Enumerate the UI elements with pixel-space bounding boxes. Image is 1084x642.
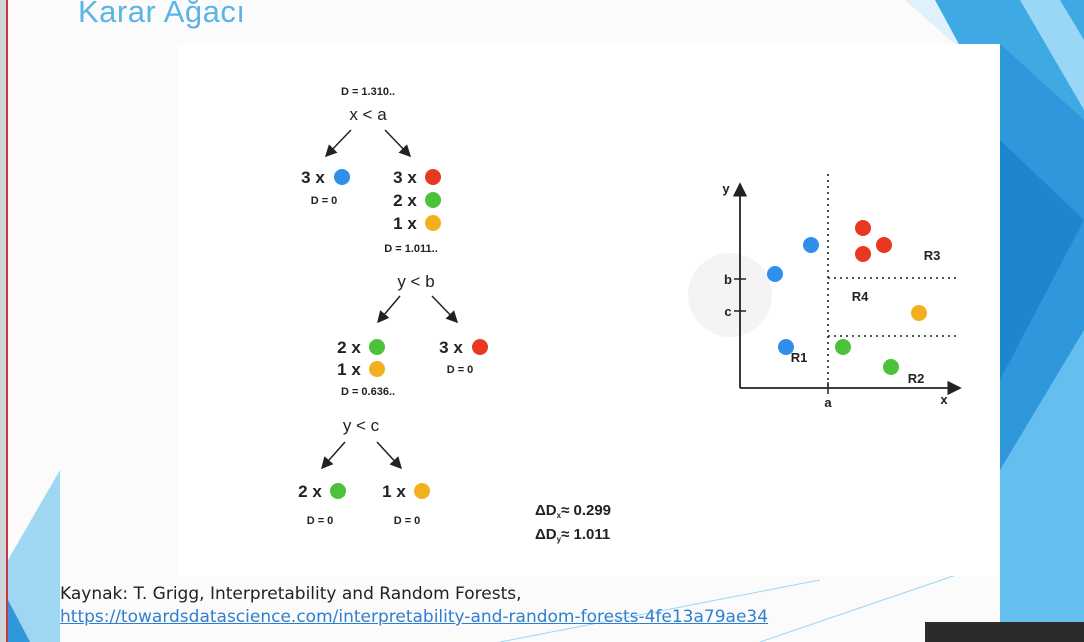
l2-right-impurity: D = 0 xyxy=(447,364,474,376)
x-axis-label: x xyxy=(940,392,948,407)
region-label-r4: R4 xyxy=(852,289,869,304)
red-point xyxy=(855,246,871,262)
source-citation: Kaynak: T. Grigg, Interpretability and R… xyxy=(60,584,768,627)
l2-left-count-orange: 1 x xyxy=(337,360,361,379)
red-point xyxy=(876,237,892,253)
orange-dot xyxy=(425,215,441,231)
red-dot xyxy=(425,169,441,185)
y-axis-label: y xyxy=(722,181,730,196)
slide-title: Karar Ağacı xyxy=(78,0,246,29)
tick-label-a: a xyxy=(824,395,832,410)
l2-right-count: 3 x xyxy=(439,338,463,357)
red-point xyxy=(855,220,871,236)
root-impurity: D = 1.310.. xyxy=(341,86,395,98)
delta-dx: ΔDx≈ 0.299 xyxy=(535,502,611,520)
left-edge xyxy=(0,0,6,642)
l2-left-split: y < c xyxy=(343,416,380,435)
arrow-root-left xyxy=(324,129,352,158)
green-dot xyxy=(330,483,346,499)
l2-left-impurity: D = 0.636.. xyxy=(341,386,395,398)
tick-label-b: b xyxy=(724,272,732,287)
right-node-impurity: D = 1.011.. xyxy=(384,243,438,255)
region-label-r3: R3 xyxy=(924,248,941,263)
right-node-split: y < b xyxy=(397,272,434,291)
orange-point xyxy=(911,305,927,321)
blue-point xyxy=(803,237,819,253)
green-point xyxy=(883,359,899,375)
root-split: x < a xyxy=(349,105,387,124)
right-node-count-red: 3 x xyxy=(393,168,417,187)
blue-dot xyxy=(334,169,350,185)
source-text: Kaynak: T. Grigg, Interpretability and R… xyxy=(60,584,522,604)
left-leaf-count: 3 x xyxy=(301,168,325,187)
l3-right-count: 1 x xyxy=(382,482,406,501)
red-dot xyxy=(472,339,488,355)
arrow-yb-left xyxy=(377,295,401,324)
right-node-count-green: 2 x xyxy=(393,191,417,210)
l3-right-impurity: D = 0 xyxy=(394,515,421,527)
arrow-yc-right xyxy=(376,441,403,470)
l3-left-count: 2 x xyxy=(298,482,322,501)
plot-watermark xyxy=(688,253,772,337)
arrow-root-right xyxy=(384,129,412,158)
source-link[interactable]: https://towardsdatascience.com/interpret… xyxy=(60,607,769,627)
arrow-yc-left xyxy=(321,441,346,470)
region-plot: y x b c a R1 R2 R3 R4 xyxy=(688,174,962,410)
orange-dot xyxy=(369,361,385,377)
region-label-r2: R2 xyxy=(908,371,925,386)
orange-dot xyxy=(414,483,430,499)
figure-panel xyxy=(178,44,1000,576)
tick-label-c: c xyxy=(724,304,731,319)
l3-left-impurity: D = 0 xyxy=(307,515,334,527)
green-dot xyxy=(425,192,441,208)
blue-point xyxy=(767,266,783,282)
video-control-bar xyxy=(925,622,1084,642)
l2-left-count-green: 2 x xyxy=(337,338,361,357)
left-accent-line xyxy=(6,0,8,642)
green-dot xyxy=(369,339,385,355)
blue-point xyxy=(778,339,794,355)
right-node-count-orange: 1 x xyxy=(393,214,417,233)
left-leaf-impurity: D = 0 xyxy=(311,195,338,207)
green-point xyxy=(835,339,851,355)
region-label-r1: R1 xyxy=(791,350,808,365)
arrow-yb-right xyxy=(431,295,459,324)
delta-dy: ΔDy≈ 1.011 xyxy=(535,526,610,544)
